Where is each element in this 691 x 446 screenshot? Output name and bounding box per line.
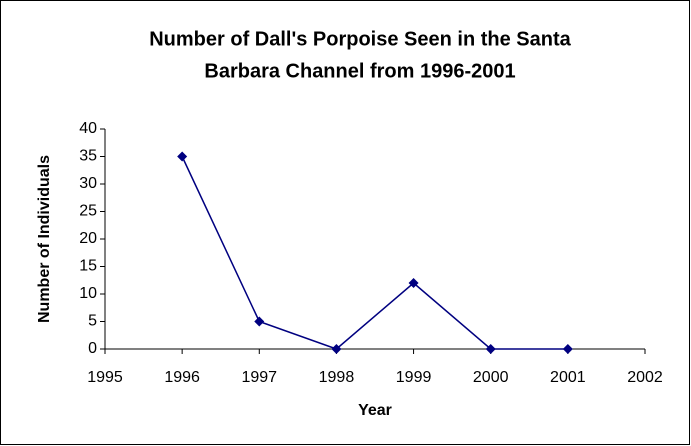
x-tick-label: 2001	[550, 369, 586, 386]
x-tick-label: 1997	[241, 369, 277, 386]
y-tick-label: 25	[79, 203, 97, 220]
marker	[408, 278, 419, 288]
chart-title-line: Number of Dall's Porpoise Seen in the Sa…	[149, 28, 571, 50]
x-tick-label: 2002	[627, 369, 663, 386]
y-axis-title: Number of Individuals	[36, 155, 53, 323]
chart-title-line: Barbara Channel from 1996-2001	[204, 60, 515, 82]
y-tick-label: 20	[79, 230, 97, 247]
y-tick-label: 35	[79, 148, 97, 165]
marker	[254, 316, 265, 327]
x-tick-label: 2000	[473, 369, 509, 386]
marker	[485, 344, 496, 354]
y-tick-label: 15	[79, 258, 97, 275]
y-tick-label: 40	[79, 120, 97, 137]
x-tick-label: 1995	[87, 369, 123, 386]
marker	[562, 344, 573, 354]
y-tick-label: 0	[88, 340, 97, 357]
y-tick-label: 10	[79, 285, 97, 302]
x-axis-title: Year	[358, 402, 392, 419]
y-tick-label: 5	[88, 313, 97, 330]
x-tick-label: 1998	[319, 369, 355, 386]
x-tick-label: 1996	[164, 369, 200, 386]
marker	[331, 344, 342, 354]
y-tick-label: 30	[79, 175, 97, 192]
marker	[177, 151, 188, 162]
line-series	[181, 156, 568, 350]
x-tick-label: 1999	[396, 369, 432, 386]
